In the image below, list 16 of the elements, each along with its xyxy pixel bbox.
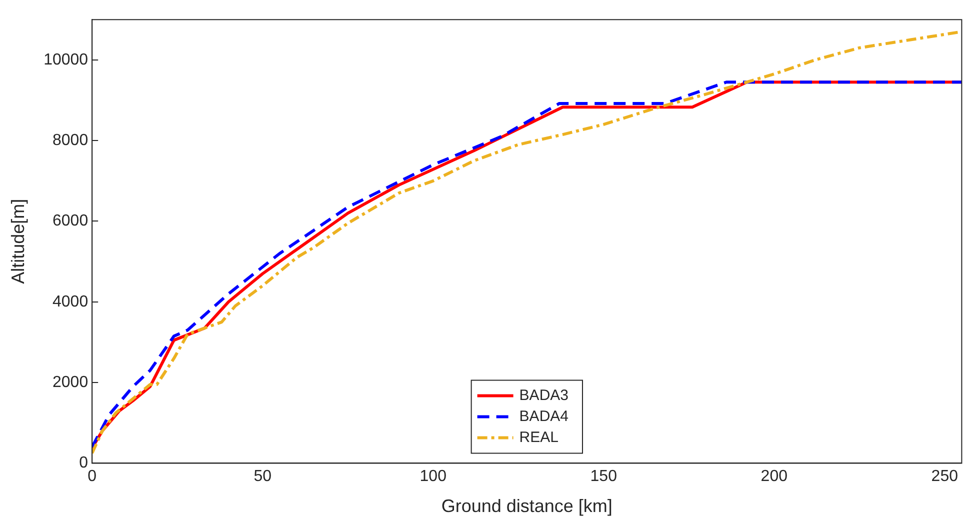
x-tick-label: 50 <box>254 468 272 486</box>
legend-label: BADA4 <box>519 408 569 425</box>
legend-label: REAL <box>519 428 558 446</box>
x-tick-label: 150 <box>590 468 618 486</box>
y-axis-title: Altitude[m] <box>8 198 28 284</box>
y-tick-label: 6000 <box>52 212 88 230</box>
y-tick-label: 2000 <box>52 374 88 391</box>
legend-label: BADA3 <box>519 386 569 404</box>
y-tick-label: 10000 <box>44 51 88 68</box>
y-tick-label: 0 <box>79 454 88 472</box>
x-tick-label: 200 <box>760 468 788 486</box>
x-axis-title: Ground distance [km] <box>441 496 612 516</box>
y-tick-label: 4000 <box>52 293 88 310</box>
x-tick-label: 250 <box>931 468 958 486</box>
x-tick-label: 100 <box>420 468 447 486</box>
y-tick-label: 8000 <box>52 132 88 149</box>
